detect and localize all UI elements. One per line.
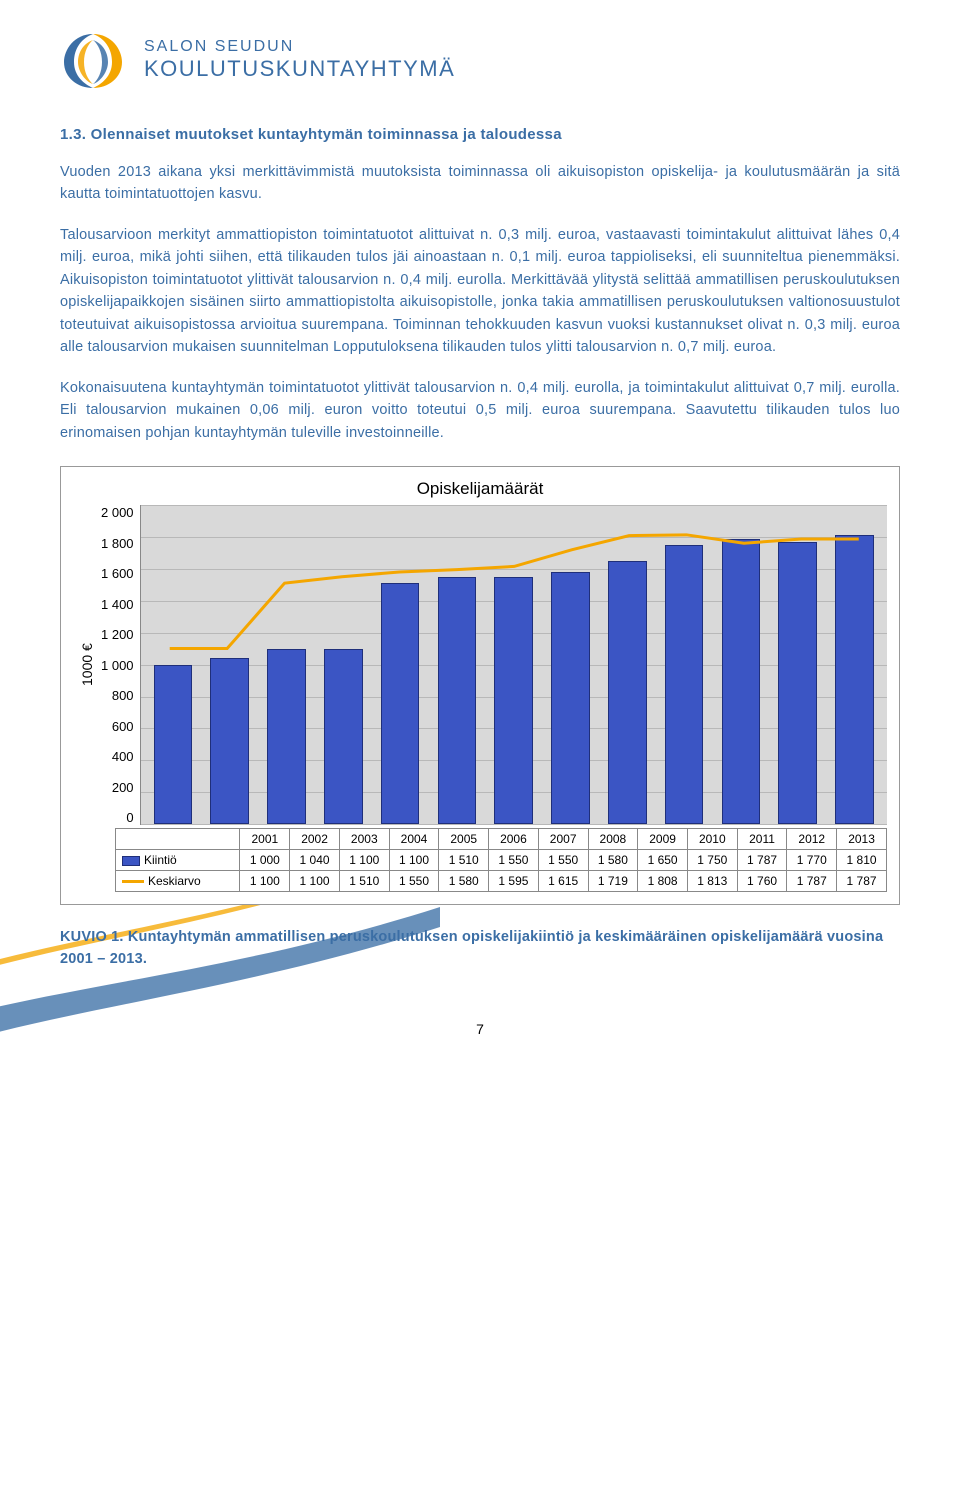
chart-bar	[722, 539, 761, 824]
chart-bar	[835, 535, 874, 824]
section-heading: 1.3. Olennaiset muutokset kuntayhtymän t…	[60, 126, 900, 143]
chart-bar	[267, 649, 306, 824]
page-number: 7	[60, 1021, 900, 1037]
chart-plot-area	[140, 505, 887, 825]
chart-container: Opiskelijamäärät 1000 € 2 0001 8001 6001…	[60, 466, 900, 905]
figure-caption: KUVIO 1. Kuntayhtymän ammatillisen perus…	[60, 927, 900, 971]
chart-bar	[438, 577, 477, 824]
chart-bar	[324, 649, 363, 824]
chart-bar	[154, 665, 193, 825]
org-logo-header: SALON SEUDUN KOULUTUSKUNTAYHTYMÄ	[60, 30, 900, 90]
paragraph-1: Vuoden 2013 aikana yksi merkittävimmistä…	[60, 161, 900, 206]
y-axis-label: 1000 €	[73, 505, 101, 825]
chart-bar	[551, 572, 590, 824]
chart-bar	[778, 542, 817, 824]
chart-bar	[210, 658, 249, 824]
chart-bar	[608, 561, 647, 824]
chart-bar	[665, 545, 704, 824]
logo-text-line1: SALON SEUDUN	[144, 37, 455, 56]
logo-text-line2: KOULUTUSKUNTAYHTYMÄ	[144, 56, 455, 82]
chart-bar	[381, 583, 420, 824]
paragraph-3: Kokonaisuutena kuntayhtymän toimintatuot…	[60, 377, 900, 444]
y-axis-ticks: 2 0001 8001 6001 4001 2001 0008006004002…	[101, 505, 140, 825]
paragraph-2: Talousarvioon merkityt ammattiopiston to…	[60, 224, 900, 359]
chart-title: Opiskelijamäärät	[73, 479, 887, 499]
chart-data-table: 2001200220032004200520062007200820092010…	[115, 828, 887, 892]
chart-bar	[494, 577, 533, 824]
logo-swirl-icon	[60, 30, 126, 90]
